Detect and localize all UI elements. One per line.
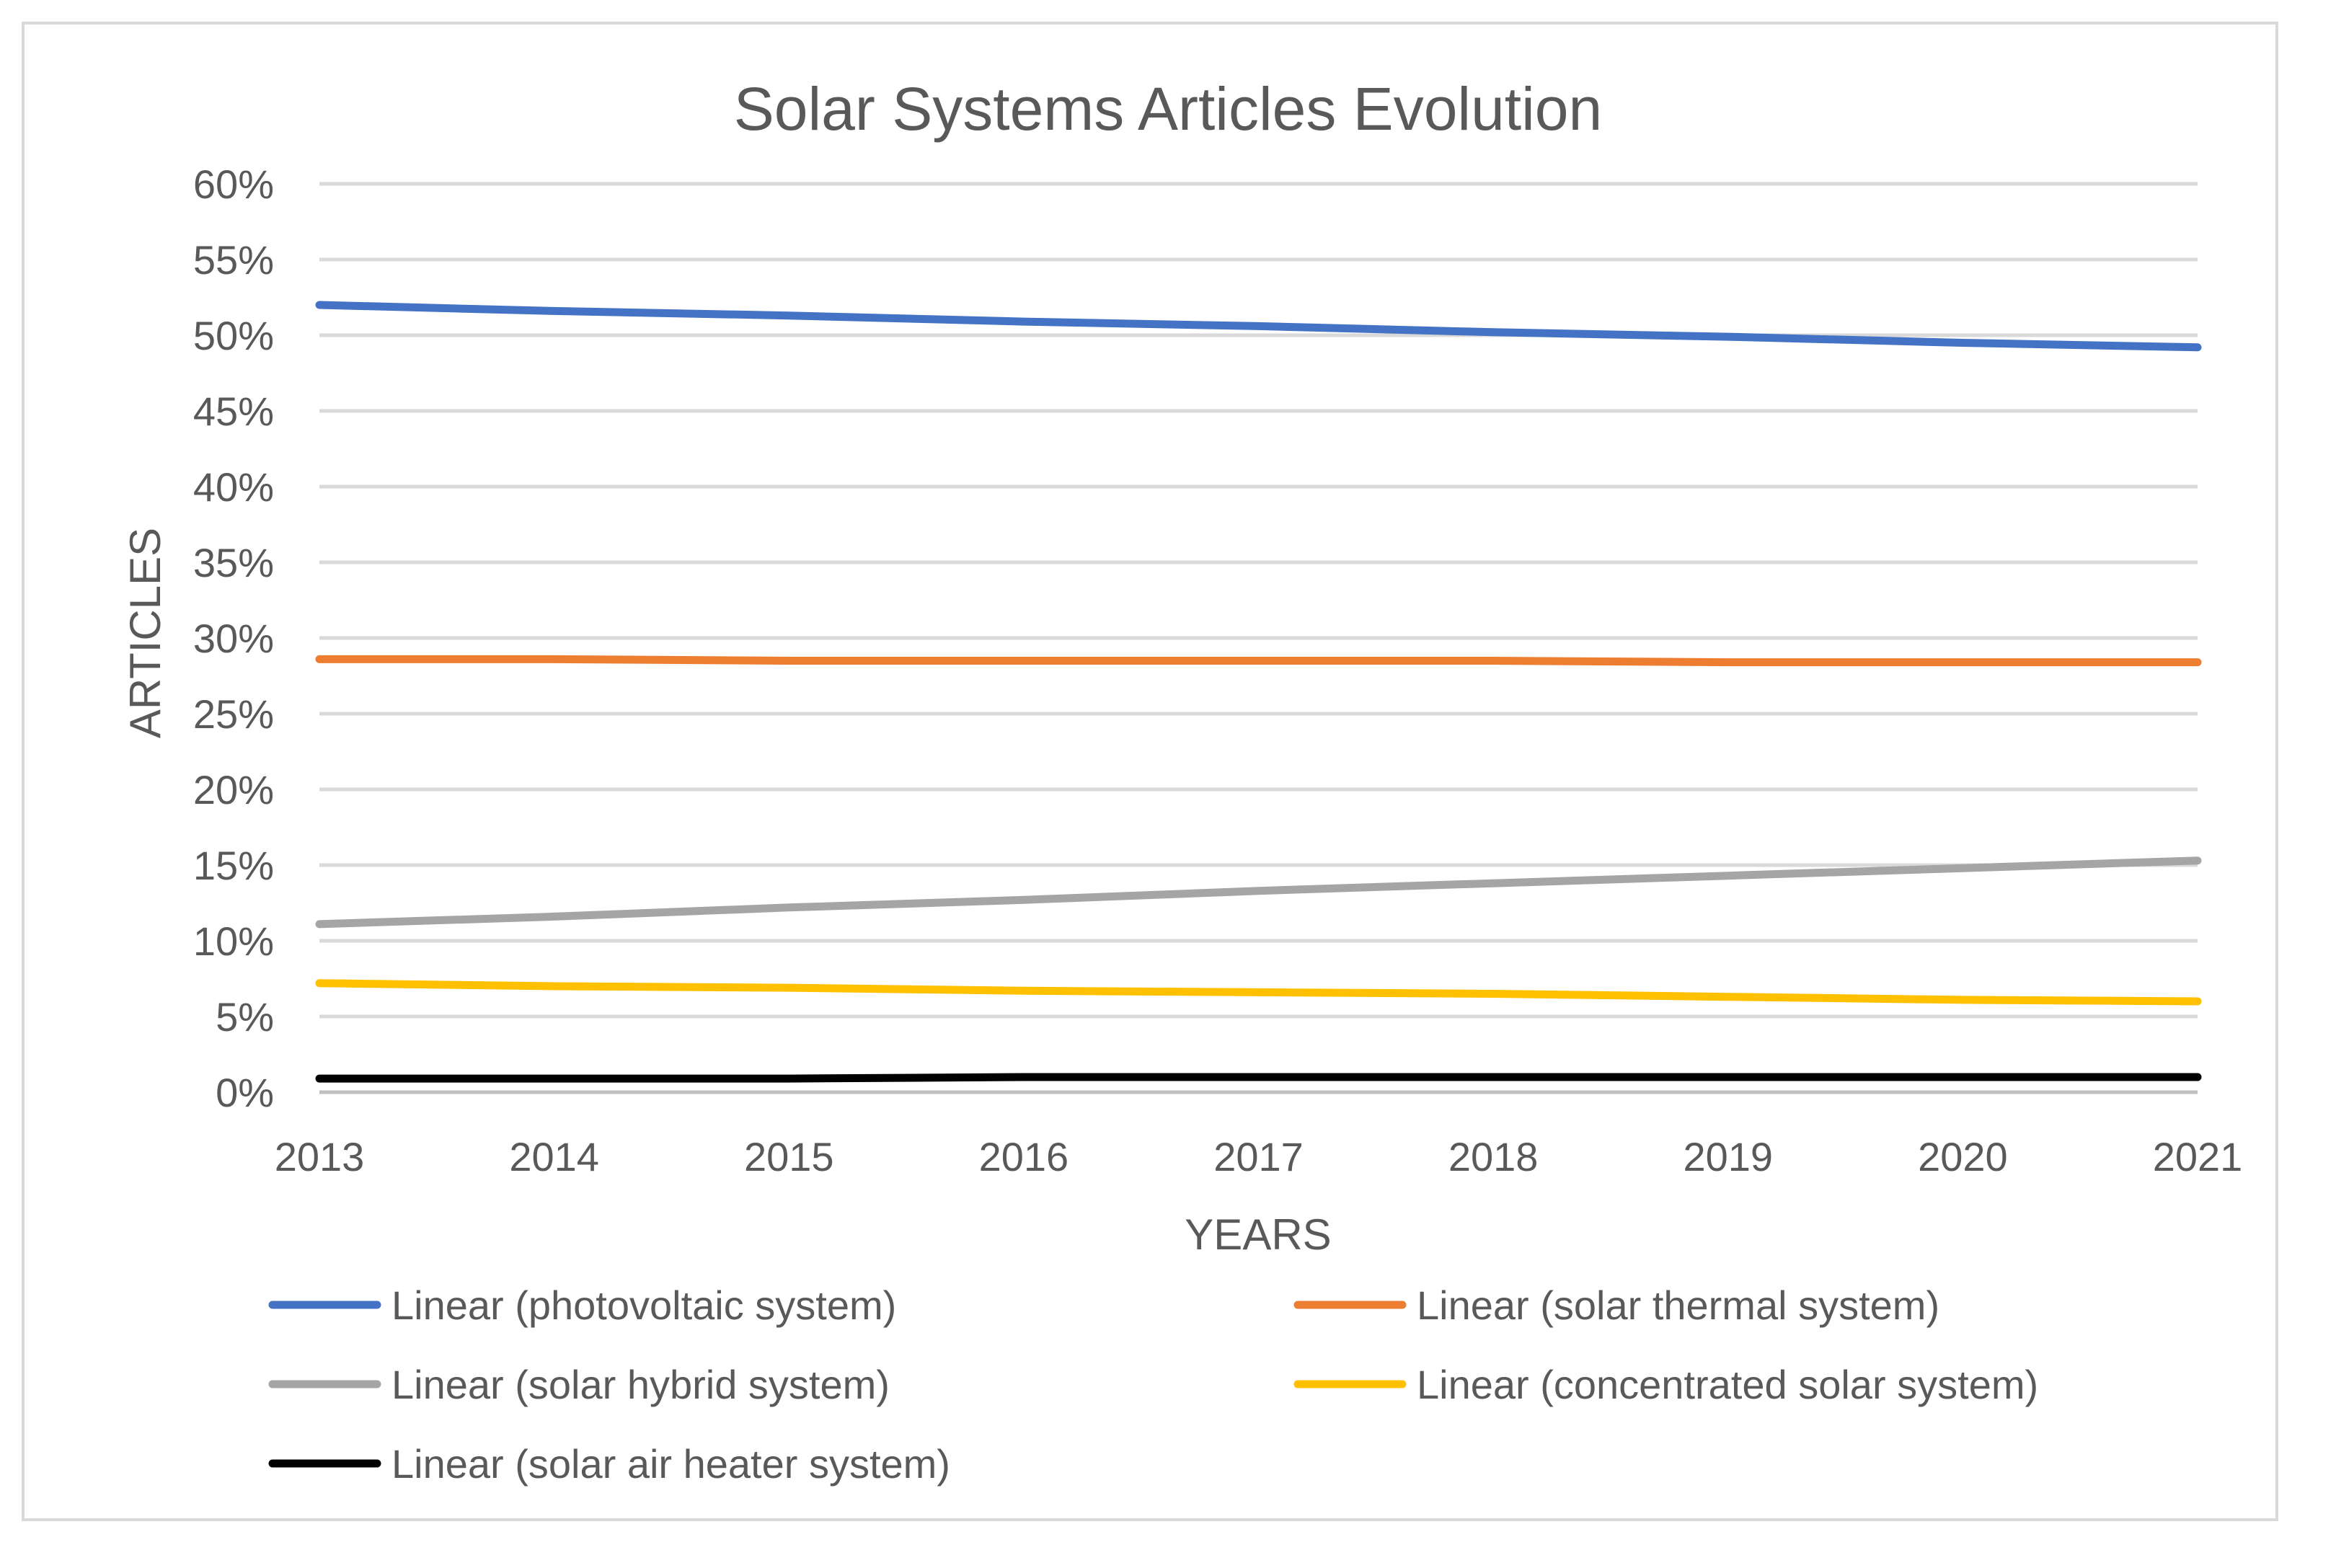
y-tick-label: 45% (193, 389, 274, 434)
series-line-2 (315, 856, 2202, 929)
series-line-1 (315, 655, 2202, 667)
x-tick-label: 2021 (2153, 1134, 2243, 1179)
y-tick-label: 25% (193, 691, 274, 737)
x-tick-label: 2020 (1918, 1134, 2008, 1179)
x-tick-label: 2016 (979, 1134, 1069, 1179)
legend-label: Linear (solar air heater system) (391, 1441, 950, 1487)
series-line-0 (315, 301, 2202, 352)
legend-item: Linear (concentrated solar system) (1293, 1362, 2038, 1407)
legend-item: Linear (photovoltaic system) (268, 1283, 896, 1328)
series-line-4 (315, 1073, 2202, 1083)
y-tick-label: 20% (193, 767, 274, 812)
chart-title: Solar Systems Articles Evolution (734, 75, 1602, 143)
series-lines (315, 301, 2202, 1083)
legend-item: Linear (solar air heater system) (268, 1441, 950, 1487)
y-axis-title: ARTICLES (121, 528, 169, 738)
legend: Linear (photovoltaic system) Linear (sola… (268, 1283, 2038, 1487)
legend-item: Linear (solar thermal system) (1293, 1283, 1939, 1328)
y-tick-label: 5% (216, 994, 274, 1040)
y-tick-label: 55% (193, 237, 274, 283)
y-tick-label: 0% (216, 1070, 274, 1115)
y-axis-tick-labels: 0% 5% 10% 15% 20% 25% 30% 35% 40% 45% 50% 55% 60% (193, 161, 274, 1115)
x-tick-label: 2014 (509, 1134, 599, 1179)
legend-label: Linear (concentrated solar system) (1417, 1362, 2038, 1407)
y-tick-label: 50% (193, 313, 274, 358)
x-tick-label: 2013 (275, 1134, 365, 1179)
chart-frame (22, 22, 2278, 1521)
x-tick-label: 2018 (1448, 1134, 1539, 1179)
legend-label: Linear (solar thermal system) (1417, 1283, 1939, 1328)
x-tick-label: 2019 (1683, 1134, 1773, 1179)
y-tick-label: 10% (193, 918, 274, 964)
x-axis-tick-labels: 2013 2014 2015 2016 2017 2018 2019 2020 2021 (275, 1134, 2243, 1179)
legend-item: Linear (solar hybrid system) (268, 1362, 890, 1407)
y-tick-label: 60% (193, 161, 274, 207)
y-tick-label: 35% (193, 540, 274, 585)
y-tick-label: 15% (193, 843, 274, 888)
x-axis-title: YEARS (1185, 1210, 1331, 1259)
x-tick-label: 2015 (744, 1134, 834, 1179)
x-tick-label: 2017 (1213, 1134, 1304, 1179)
legend-label: Linear (photovoltaic system) (391, 1283, 896, 1328)
series-line-3 (315, 979, 2202, 1006)
gridlines (319, 182, 2198, 1094)
y-tick-label: 40% (193, 464, 274, 510)
legend-label: Linear (solar hybrid system) (391, 1362, 890, 1407)
y-tick-label: 30% (193, 616, 274, 661)
